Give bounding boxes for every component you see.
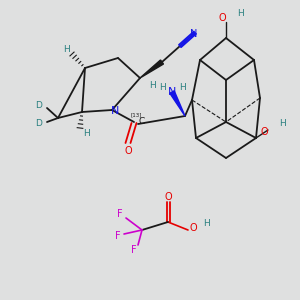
Text: O: O [189, 223, 197, 233]
Text: H: H [279, 119, 285, 128]
Text: H: H [84, 130, 90, 139]
Text: D: D [36, 119, 42, 128]
Text: N: N [168, 87, 176, 97]
Text: O: O [260, 127, 268, 137]
Polygon shape [140, 60, 164, 78]
Text: H: H [159, 83, 165, 92]
Text: C: C [139, 118, 145, 127]
Text: H: H [148, 82, 155, 91]
Polygon shape [170, 91, 185, 116]
Text: [13]: [13] [130, 112, 142, 118]
Text: F: F [115, 231, 121, 241]
Text: N: N [190, 29, 198, 39]
Text: H: H [178, 83, 185, 92]
Text: H: H [237, 10, 243, 19]
Text: N: N [111, 106, 119, 116]
Text: F: F [131, 245, 137, 255]
Text: D: D [36, 101, 42, 110]
Text: O: O [218, 13, 226, 23]
Text: H: H [64, 46, 70, 55]
Text: O: O [164, 192, 172, 202]
Text: O: O [124, 146, 132, 156]
Text: F: F [117, 209, 123, 219]
Text: H: H [204, 220, 210, 229]
